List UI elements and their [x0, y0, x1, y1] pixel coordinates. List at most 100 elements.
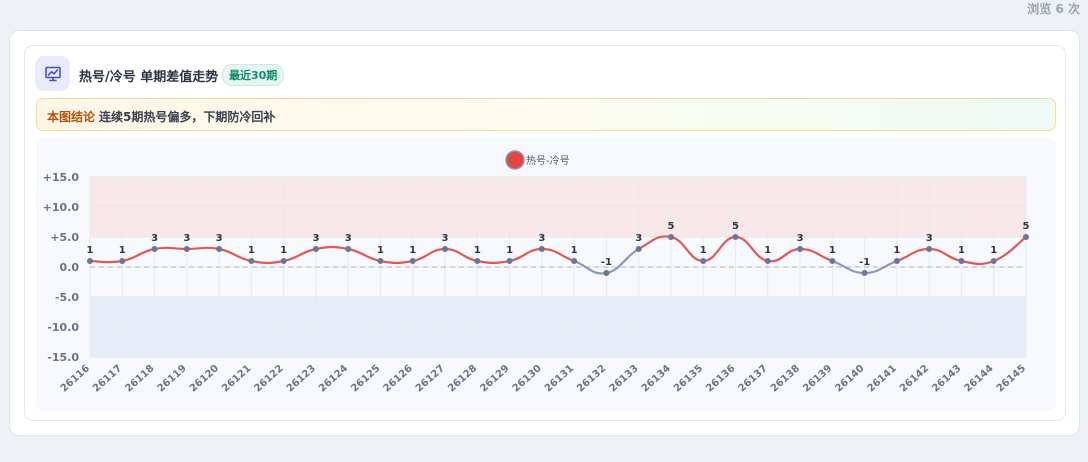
series-line-segment	[895, 247, 931, 263]
data-label: 1	[571, 245, 578, 256]
series-line-segment	[121, 247, 156, 263]
data-point	[183, 246, 190, 252]
data-label: 1	[280, 245, 287, 256]
series-line-segment	[218, 247, 253, 263]
data-point	[280, 258, 287, 264]
data-label: 1	[764, 245, 771, 256]
series-line-segment	[476, 259, 511, 265]
series-line-segment	[540, 247, 576, 263]
x-tick-label: 26130	[511, 363, 544, 394]
x-tick-label: 26144	[963, 363, 996, 394]
data-label: 3	[151, 233, 158, 244]
x-tick-label: 26119	[156, 363, 189, 394]
x-tick-label: 26140	[833, 363, 866, 394]
y-tick-label: 0.0	[60, 261, 80, 274]
x-tick-label: 26126	[382, 363, 415, 394]
data-label: 3	[538, 233, 545, 244]
data-point	[764, 258, 771, 264]
data-label: 5	[732, 221, 739, 232]
data-point	[506, 258, 513, 264]
x-tick-label: 26141	[866, 363, 899, 394]
x-tick-label: 26118	[123, 363, 156, 394]
conclusion-label: 本图结论	[47, 110, 96, 124]
period-badge: 最近30期	[222, 64, 285, 86]
x-tick-label: 26139	[801, 363, 834, 394]
x-tick-label: 26127	[414, 363, 447, 394]
data-point	[248, 258, 255, 264]
series-line-segment	[282, 247, 318, 263]
conclusion-text: 连续5期热号偏多，下期防冷回补	[99, 110, 276, 124]
data-label: 5	[1023, 221, 1030, 232]
series-line-segment	[734, 235, 769, 263]
data-label: 1	[990, 245, 997, 256]
series-line-segment	[669, 235, 705, 263]
x-tick-label: 26122	[252, 363, 285, 394]
data-point	[667, 234, 674, 240]
x-tick-label: 26138	[769, 363, 802, 394]
data-point	[732, 234, 739, 240]
data-point	[538, 246, 545, 252]
data-label: 3	[635, 233, 642, 244]
data-label: 1	[377, 245, 384, 256]
x-tick-label: 26116	[59, 363, 92, 394]
data-label: 1	[829, 245, 836, 256]
data-label: 1	[506, 245, 513, 256]
data-point	[119, 258, 126, 264]
series-line-segment	[411, 247, 447, 263]
data-label: 1	[248, 245, 255, 256]
series-line-segment	[766, 247, 802, 263]
data-point	[926, 246, 933, 252]
data-point	[442, 246, 449, 252]
x-tick-label: 26143	[930, 363, 963, 394]
data-point	[990, 258, 997, 264]
data-point	[1023, 234, 1029, 240]
data-point	[345, 246, 352, 252]
data-label: 1	[87, 245, 94, 256]
data-label: 5	[667, 221, 674, 232]
data-label: 1	[119, 245, 126, 256]
y-tick-label: -5.0	[55, 291, 79, 304]
view-count: 浏览 6 次	[1027, 2, 1080, 16]
series-line-segment	[702, 235, 737, 263]
x-tick-label: 26128	[446, 363, 479, 394]
x-tick-label: 26120	[188, 363, 221, 394]
data-point	[474, 258, 481, 264]
data-point	[87, 258, 93, 264]
x-tick-label: 26142	[898, 363, 931, 394]
data-label: 3	[312, 233, 319, 244]
series-line-segment	[347, 247, 382, 263]
data-point	[861, 270, 868, 276]
data-point	[829, 258, 836, 264]
conclusion-box: 本图结论 连续5期热号偏多，下期防冷回补	[36, 98, 1056, 131]
data-point	[312, 246, 319, 252]
outer-panel: 热号/冷号 单期差值走势 最近30期 本图结论 连续5期热号偏多，下期防冷回补 …	[9, 30, 1080, 436]
series-line-segment	[798, 247, 834, 263]
data-label: 1	[474, 245, 481, 256]
series-line-segment	[443, 247, 479, 263]
chart-title: 热号/冷号 单期差值走势	[79, 70, 219, 85]
data-label: 3	[216, 233, 223, 244]
data-point	[958, 258, 965, 264]
data-point	[377, 258, 384, 264]
data-label: 3	[442, 233, 449, 244]
series-line-segment	[573, 259, 608, 275]
data-point	[409, 258, 416, 264]
x-tick-label: 26124	[317, 363, 350, 394]
chart-area: +15.0 +10.0 +5.0 0.0 -5.0 -10.0 -15.0 26116 2611…	[36, 138, 1056, 411]
series-line-segment	[379, 259, 414, 265]
y-tick-label: -10.0	[47, 321, 79, 334]
x-tick-label: 26131	[543, 363, 576, 394]
data-label: 1	[893, 245, 900, 256]
series-line-segment	[637, 235, 673, 251]
data-label: 1	[958, 245, 965, 256]
x-tick-label: 26133	[607, 363, 640, 394]
series-line-segment	[863, 259, 898, 275]
data-label: 1	[409, 245, 416, 256]
data-label: 1	[700, 245, 707, 256]
series-line-segment	[960, 259, 995, 266]
x-tick-label: 26145	[995, 363, 1028, 394]
series-line-segment	[153, 246, 188, 251]
data-point	[216, 246, 223, 252]
data-point	[893, 258, 900, 264]
